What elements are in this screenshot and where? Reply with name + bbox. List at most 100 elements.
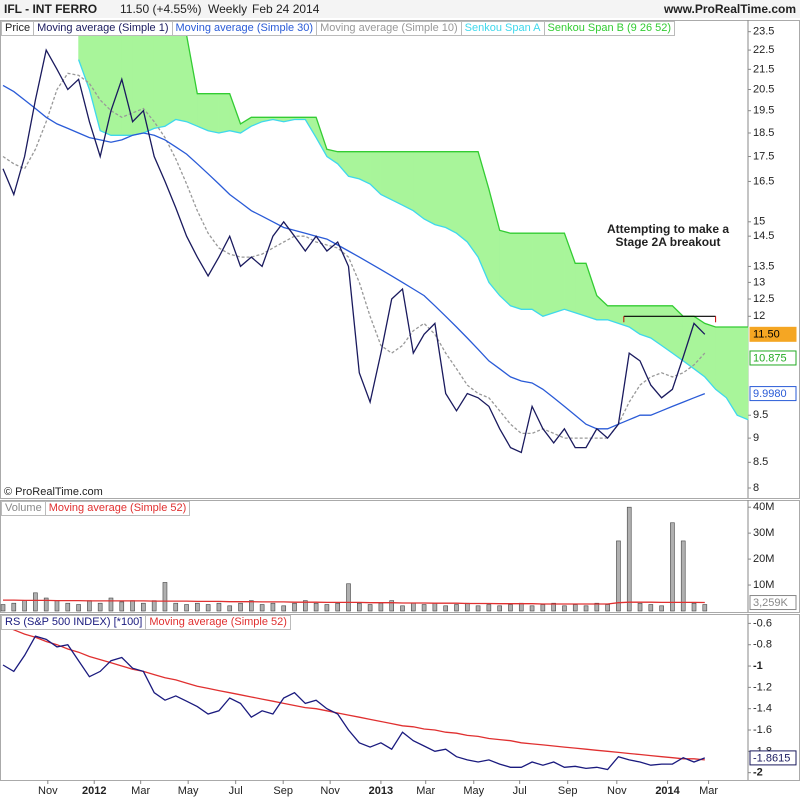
y-tick-label: 40M — [753, 501, 774, 513]
volume-bar — [33, 592, 38, 612]
quote: 11.50 (+4.55%) — [120, 2, 202, 16]
volume-bar — [195, 602, 200, 612]
volume-bar — [87, 600, 92, 612]
series-line — [2, 72, 706, 439]
y-tick-label: 14.5 — [753, 230, 774, 242]
y-tick-label: 10M — [753, 579, 774, 591]
cloud — [466, 151, 479, 259]
volume-bar — [303, 600, 308, 612]
cloud — [564, 233, 576, 314]
x-tick-label: 2012 — [82, 785, 106, 797]
series-line — [3, 599, 705, 605]
volume-bar — [659, 605, 664, 612]
x-tick-label: 2014 — [655, 785, 680, 797]
y-tick-label: 12 — [753, 310, 765, 322]
panel-frame — [0, 500, 800, 613]
cloud — [197, 93, 209, 132]
volume-bar — [335, 602, 341, 612]
x-tick-label: Mar — [416, 785, 435, 797]
cloud — [434, 151, 446, 228]
legend-entry: Senkou Span A — [461, 21, 545, 36]
volume-bar — [324, 604, 330, 612]
value-tag — [749, 595, 797, 611]
cloud — [164, 34, 177, 127]
y-tick-label: 8 — [753, 482, 759, 494]
volume-bar — [22, 600, 27, 612]
cloud — [510, 232, 522, 310]
volume-bar — [637, 602, 643, 612]
cloud — [596, 294, 608, 321]
y-tick-label: 17.5 — [753, 150, 774, 162]
cloud — [682, 315, 695, 370]
volume-bar — [475, 605, 481, 612]
y-tick-label: 30M — [753, 527, 774, 539]
volume-bar — [0, 604, 6, 612]
volume-bar — [151, 600, 157, 612]
volume-bar — [410, 602, 416, 612]
x-tick-label: Nov — [607, 785, 627, 797]
cloud — [391, 151, 403, 206]
volume-bar — [130, 600, 135, 612]
y-tick-label: 13.5 — [753, 260, 774, 272]
panel-frame — [0, 614, 800, 781]
x-tick-label: May — [178, 785, 199, 797]
value-tag — [749, 350, 797, 366]
volume-bar — [518, 602, 524, 612]
cloud — [153, 34, 166, 129]
cloud — [218, 93, 231, 134]
value-tag-label: 11.50 — [753, 329, 780, 341]
y-tick-label: 12.5 — [753, 293, 774, 305]
cloud — [574, 262, 587, 317]
volume-bar — [65, 602, 71, 612]
volume-bar — [97, 602, 103, 612]
x-tick-label: Sep — [558, 785, 578, 797]
cloud — [89, 34, 101, 131]
volume-bar — [605, 604, 610, 612]
volume-bar — [259, 604, 265, 612]
watermark: © ProRealTime.com — [4, 486, 103, 498]
volume-bar — [313, 602, 319, 612]
legend-entry: Senkou Span B (9 26 52) — [544, 21, 676, 36]
volume-bar — [464, 602, 470, 612]
y-tick-label: 18.5 — [753, 127, 774, 139]
volume-bar — [367, 604, 373, 612]
volume-bar — [680, 540, 686, 612]
value-tag-label: -1.8615 — [753, 752, 790, 764]
y-tick-label: -1 — [753, 660, 763, 672]
volume-bar — [400, 605, 405, 612]
volume-bar — [562, 605, 567, 612]
volume-bar — [670, 522, 675, 612]
y-tick-label: 15 — [753, 216, 765, 228]
volume-bar — [108, 597, 114, 612]
cloud — [520, 232, 533, 310]
cloud — [531, 232, 544, 317]
volume-bar — [216, 602, 222, 612]
site: www.ProRealTime.com — [663, 2, 796, 16]
y-tick-label: -1.2 — [753, 681, 772, 693]
volume-bar — [583, 605, 589, 612]
value-tag-label: 3,259K — [753, 597, 789, 609]
volume-bar — [346, 583, 351, 612]
volume-bar — [454, 604, 459, 612]
volume-bar — [11, 602, 17, 612]
cloud — [445, 151, 457, 234]
value-tag — [749, 326, 797, 342]
volume-bar — [486, 604, 492, 612]
value-tag-label: 10.875 — [753, 352, 787, 364]
volume-bar — [119, 601, 125, 612]
y-tick-label: 20.5 — [753, 83, 774, 95]
x-tick-label: Jul — [229, 785, 243, 797]
x-tick-label: Nov — [38, 785, 58, 797]
cloud — [380, 151, 392, 201]
cloud — [553, 232, 565, 314]
cloud — [488, 189, 500, 297]
period: Weekly — [208, 2, 247, 16]
y-tick-label: 8.5 — [753, 456, 768, 468]
volume-bar — [173, 602, 179, 612]
legend-entry: Volume — [1, 501, 46, 516]
volume-bar — [389, 600, 394, 612]
legend: Price Moving average (Simple 1) Moving ave… — [1, 21, 676, 36]
x-tick-label: Nov — [320, 785, 340, 797]
